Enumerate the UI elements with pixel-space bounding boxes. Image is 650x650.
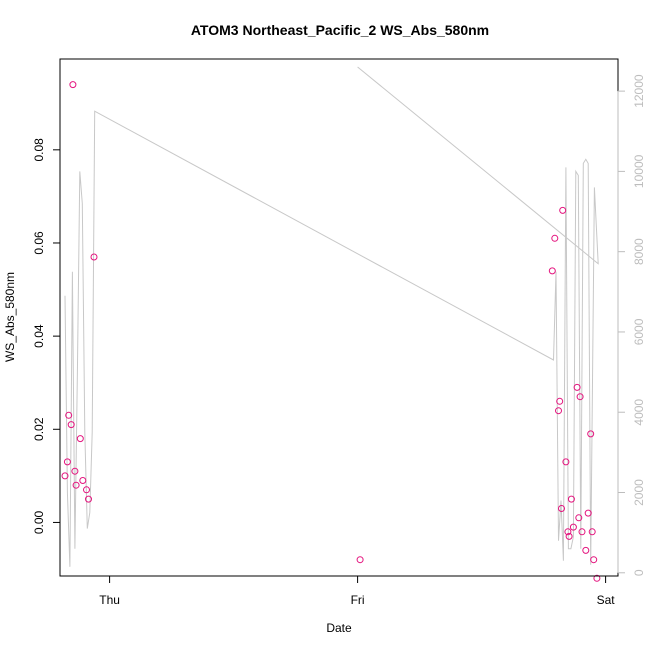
data-point [569,523,577,531]
y-tick-label-left: 0.06 [32,231,46,255]
data-point [83,486,90,494]
data-point [85,495,92,503]
data-point [548,267,556,275]
data-point [556,397,564,405]
y-tick-label-right: 8000 [632,238,646,265]
y-tick-label-right: 0 [632,569,646,576]
data-point [63,458,71,466]
data-point [575,514,583,522]
chart-title: ATOM3 Northeast_Pacific_2 WS_Abs_580nm [191,22,489,38]
y-tick-label-right: 12000 [632,74,646,108]
data-point [565,532,573,540]
y-axis-right: 0 2000 4000 6000 8000 10000 12000 [617,74,646,576]
data-point [593,574,601,582]
data-point [578,528,586,536]
data-point [564,528,572,536]
data-point [584,509,592,517]
data-point [79,477,87,484]
data-point [587,430,595,438]
data-point [567,495,575,503]
data-point [69,81,77,89]
data-point [71,467,79,475]
y-tick-label-left: 0.08 [32,138,46,162]
data-point [582,546,590,554]
y-tick-label-left: 0.04 [32,324,46,348]
y-tick-label-left: 0.00 [32,510,46,534]
data-point [558,505,565,512]
data-point [555,407,562,415]
y-tick-label-right: 10000 [632,154,646,188]
data-point [562,458,570,466]
x-axis: Thu Fri Sat [99,575,616,607]
x-tick-label: Thu [99,593,120,607]
data-point [67,421,75,429]
x-tick-label: Fri [351,593,365,607]
y-tick-label-right: 4000 [632,399,646,426]
secondary-series-line [64,66,599,567]
x-tick-label: Sat [597,593,616,607]
data-point [356,556,364,564]
data-points [61,81,601,582]
x-axis-label: Date [326,621,352,635]
secondary-series-path [64,66,599,567]
data-point [90,253,98,261]
data-point [72,481,80,489]
y-axis-left: 0.00 0.02 0.04 0.06 0.08 [32,138,61,534]
data-point [576,393,584,401]
y-tick-label-right: 6000 [632,318,646,345]
data-point [65,411,73,419]
data-point [559,206,567,214]
data-point [551,234,559,242]
data-point [588,528,596,536]
data-point [590,556,598,564]
data-point [61,472,69,480]
y-tick-label-right: 2000 [632,479,646,506]
y-axis-label: WS_Abs_580nm [3,272,17,362]
y-tick-label-left: 0.02 [32,417,46,441]
data-point [76,435,84,443]
data-point [573,383,581,391]
plot-box [59,58,619,577]
